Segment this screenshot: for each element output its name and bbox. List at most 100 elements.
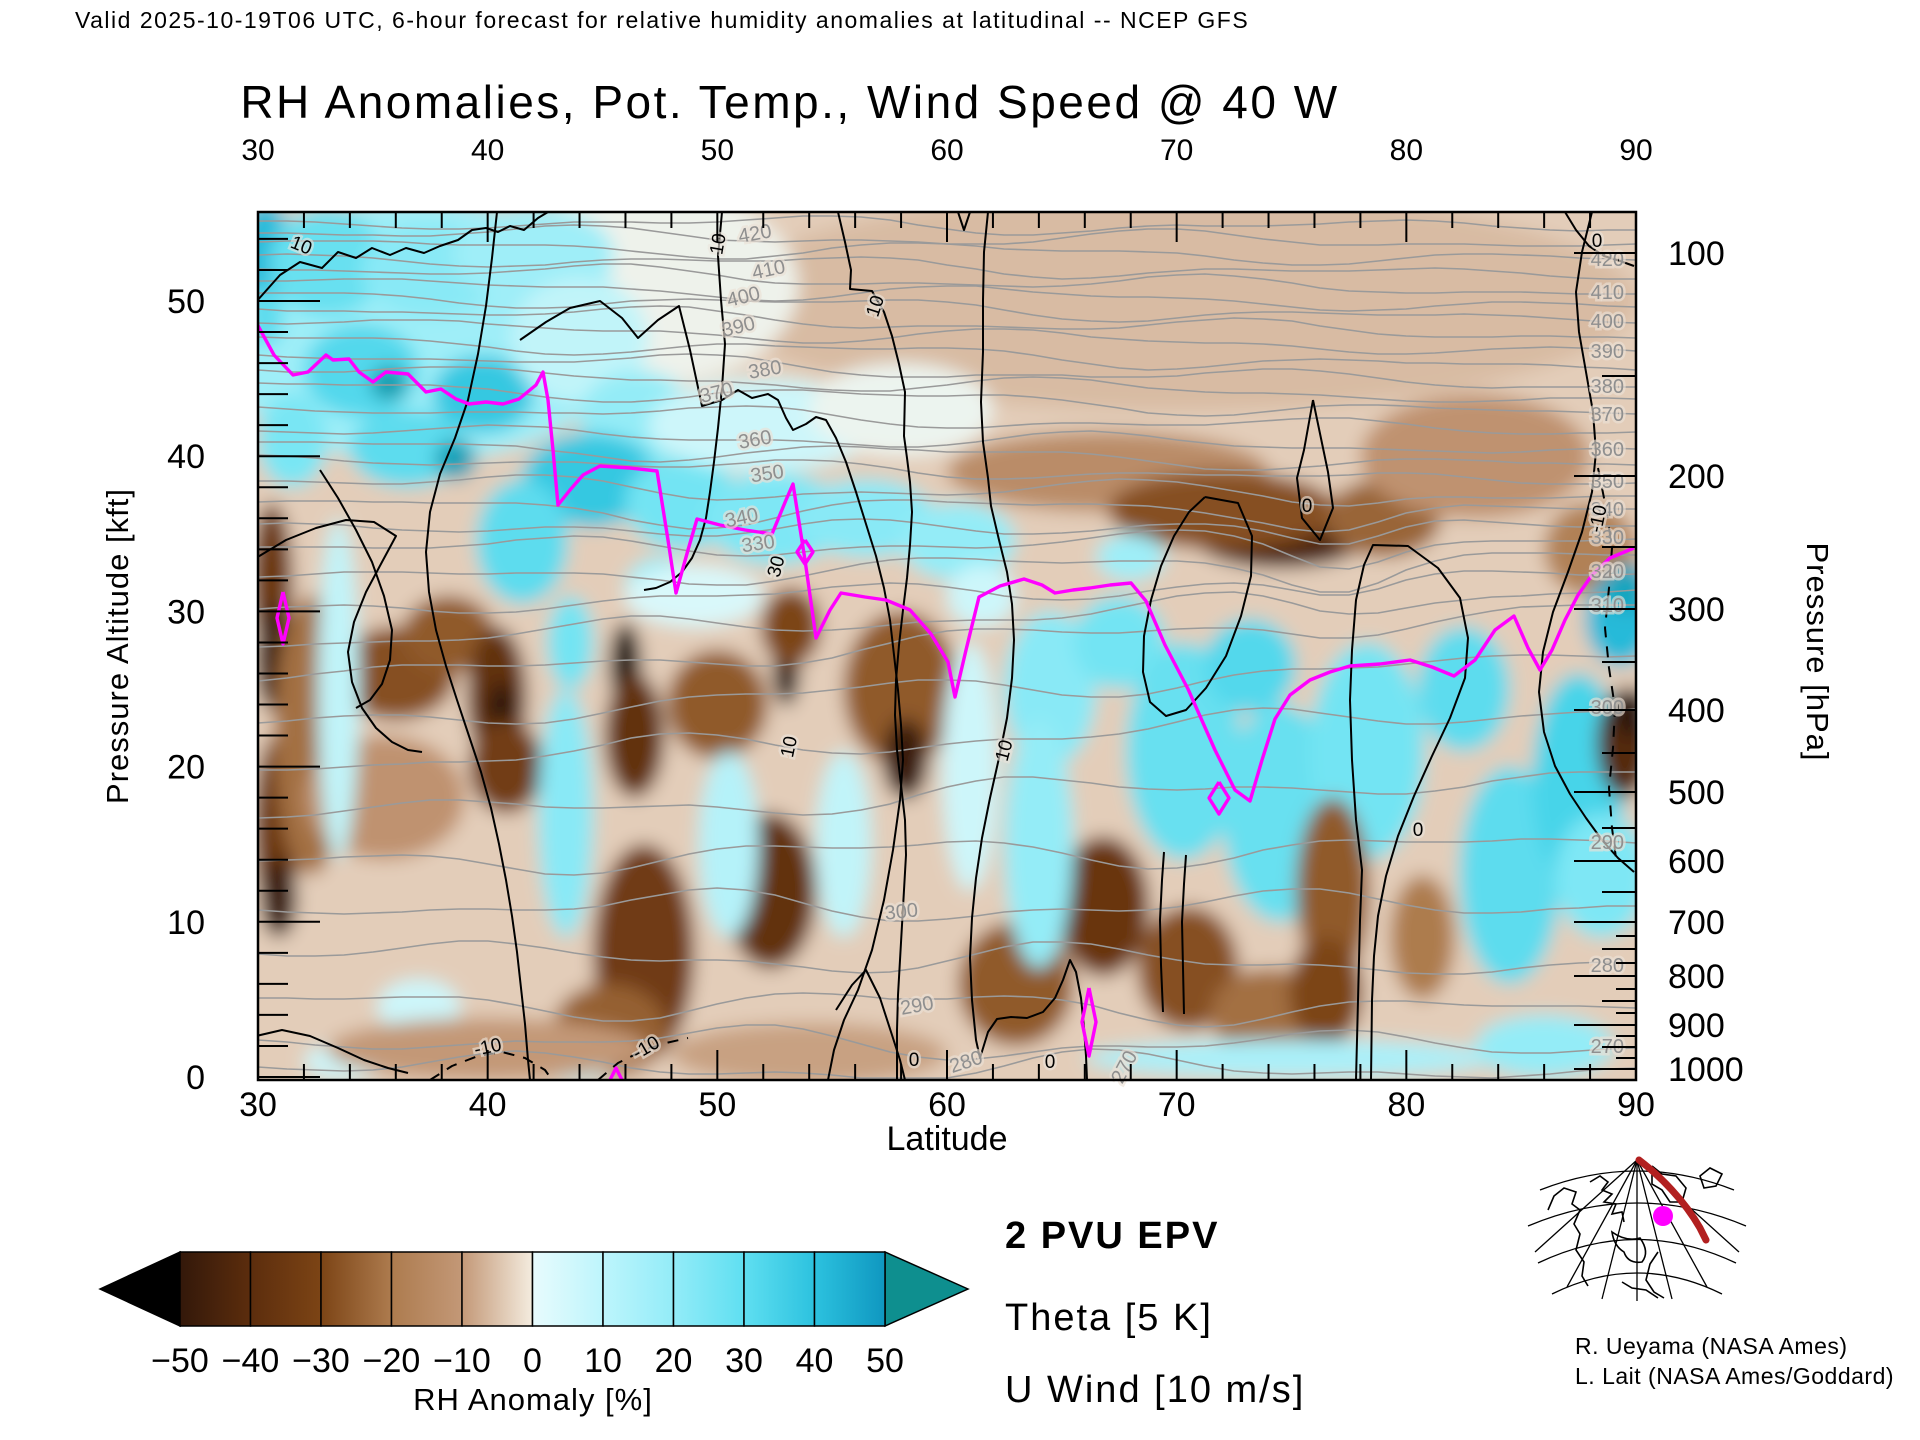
top-lat-label: 30: [241, 134, 274, 167]
axis-tick-labels: 3030404050506060707080809090010203040501…: [167, 134, 1743, 1124]
field-blob: [1084, 1039, 1499, 1077]
epv-loop-0: [275, 591, 291, 646]
field-blob: [538, 689, 594, 938]
bottom-lat-label: 60: [928, 1086, 966, 1124]
u-wind-contour-1: [519, 300, 904, 1080]
map-coastlines: [1547, 1165, 1724, 1299]
theta-label-right-edge: 280: [1591, 955, 1624, 977]
u-wind-label: 10: [706, 232, 730, 256]
theta-contour-350: [258, 454, 1636, 485]
u-wind-contour-10: [1296, 399, 1334, 541]
theta-contour-365: [258, 405, 1636, 435]
field-blob: [1204, 619, 1297, 713]
u-wind-contour-17: [1181, 854, 1187, 1015]
colorbar-segment: [743, 1251, 816, 1327]
colorbar-segment: [390, 1251, 463, 1327]
field-blob: [671, 1022, 947, 1080]
right-hpa-label: 500: [1668, 774, 1725, 812]
theta-label-right-edge: 350: [1591, 471, 1624, 493]
theta-contour-380: [258, 353, 1636, 389]
credit-line-2: L. Lait (NASA Ames/Goddard): [1575, 1363, 1894, 1389]
field-blob: [258, 394, 327, 488]
u-wind-label: 0: [909, 1050, 920, 1071]
theta-contour-275: [258, 992, 1636, 1028]
cross-section-location-line: [1635, 1156, 1710, 1244]
u-wind-contour-2: [837, 212, 913, 1080]
left-kft-label: 0: [186, 1059, 205, 1097]
field-blob: [402, 595, 495, 674]
u-wind-contour-8: [319, 469, 393, 709]
colorbar-tick-label: 40: [796, 1342, 834, 1380]
u-wind-contour-13: [1538, 212, 1635, 873]
theta-label-right-edge: 340: [1591, 499, 1624, 521]
u-wind-label: 0: [1592, 231, 1603, 252]
field-blob: [476, 479, 569, 604]
theta-contour-395: [258, 305, 1636, 339]
map-graticule: [1527, 1159, 1747, 1301]
legend-uwind: U Wind [10 m/s]: [1005, 1369, 1305, 1411]
left-kft-label: 20: [167, 749, 205, 787]
colorbar-tick-label: −30: [292, 1342, 350, 1380]
colorbar-segment: [672, 1251, 745, 1327]
theta-contour-320: [258, 570, 1636, 614]
field-blob: [1360, 394, 1591, 519]
u-wind-contour-3: [969, 212, 1088, 1080]
theta-contour-315: [258, 589, 1636, 648]
theta-contour-385: [258, 336, 1636, 371]
credits: R. Ueyama (NASA Ames) L. Lait (NASA Ames…: [1575, 1333, 1894, 1389]
colorbar-tick-label: 0: [523, 1342, 542, 1380]
left-kft-label: 50: [167, 283, 205, 321]
bottom-lat-label: 90: [1617, 1086, 1655, 1124]
field-blob: [760, 588, 821, 666]
field-blob: [797, 479, 936, 558]
colorbar-title: RH Anomaly [%]: [413, 1382, 653, 1417]
colorbar-under-arrow: [98, 1250, 181, 1328]
colorbar-segment: [461, 1251, 534, 1327]
theta-contour-375: [258, 366, 1636, 403]
top-lat-label: 80: [1390, 134, 1423, 167]
field-blob: [1475, 1014, 1614, 1077]
legend: 2 PVU EPV Theta [5 K] U Wind [10 m/s]: [1005, 1215, 1305, 1411]
colorbar-segment: [531, 1251, 604, 1327]
right-hpa-label: 1000: [1668, 1051, 1744, 1089]
theta-contour-355: [258, 441, 1636, 471]
legend-theta: Theta [5 K]: [1005, 1297, 1213, 1339]
valid-time-header: Valid 2025-10-19T06 UTC, 6-hour forecast…: [75, 7, 1249, 33]
bottom-lat-label: 50: [698, 1086, 736, 1124]
colorbar-tick-label: −20: [363, 1342, 421, 1380]
u-wind-contour-19: [597, 1037, 689, 1080]
colorbar-tick-label: −40: [222, 1342, 280, 1380]
axis-ticks: [257, 212, 1637, 1080]
field-blob: [260, 859, 298, 938]
theta-contour-410: [258, 263, 1636, 295]
top-lat-label: 60: [930, 134, 963, 167]
rh-anomaly-blobs: [258, 212, 1636, 1080]
theta-contour-285: [258, 887, 1636, 922]
field-blob: [1613, 687, 1636, 738]
right-axis-title: Pressure [hPa]: [1800, 542, 1835, 761]
theta-label-right-edge: 290: [1591, 832, 1624, 854]
theta-label-right-edge: 410: [1591, 282, 1624, 304]
u-wind-contour-20: [1597, 467, 1617, 859]
field-blob: [1096, 533, 1166, 581]
field-blob: [666, 650, 768, 759]
epv-loop-2: [1207, 781, 1231, 816]
theta-contour-300: [258, 707, 1636, 771]
top-lat-label: 40: [471, 134, 504, 167]
u-wind-contour-0: [258, 212, 549, 302]
field-blob: [1390, 875, 1455, 1000]
theta-contour-280: [258, 940, 1636, 975]
left-kft-label: 10: [167, 904, 205, 942]
epv-loop-1: [795, 539, 815, 566]
field-blob: [1603, 563, 1636, 613]
field-blob: [901, 502, 1016, 581]
bottom-lat-label: 80: [1387, 1086, 1425, 1124]
top-lat-label: 70: [1160, 134, 1193, 167]
credit-line-1: R. Ueyama (NASA Ames): [1575, 1333, 1848, 1359]
u-wind-label: 0: [1413, 820, 1424, 841]
rh-anomaly-colorbar: −50 −40 −30 −20 −10 0 10 20 30 40 50: [98, 1250, 970, 1380]
field-blob: [1004, 720, 1074, 969]
map-inset: [1527, 1156, 1747, 1301]
